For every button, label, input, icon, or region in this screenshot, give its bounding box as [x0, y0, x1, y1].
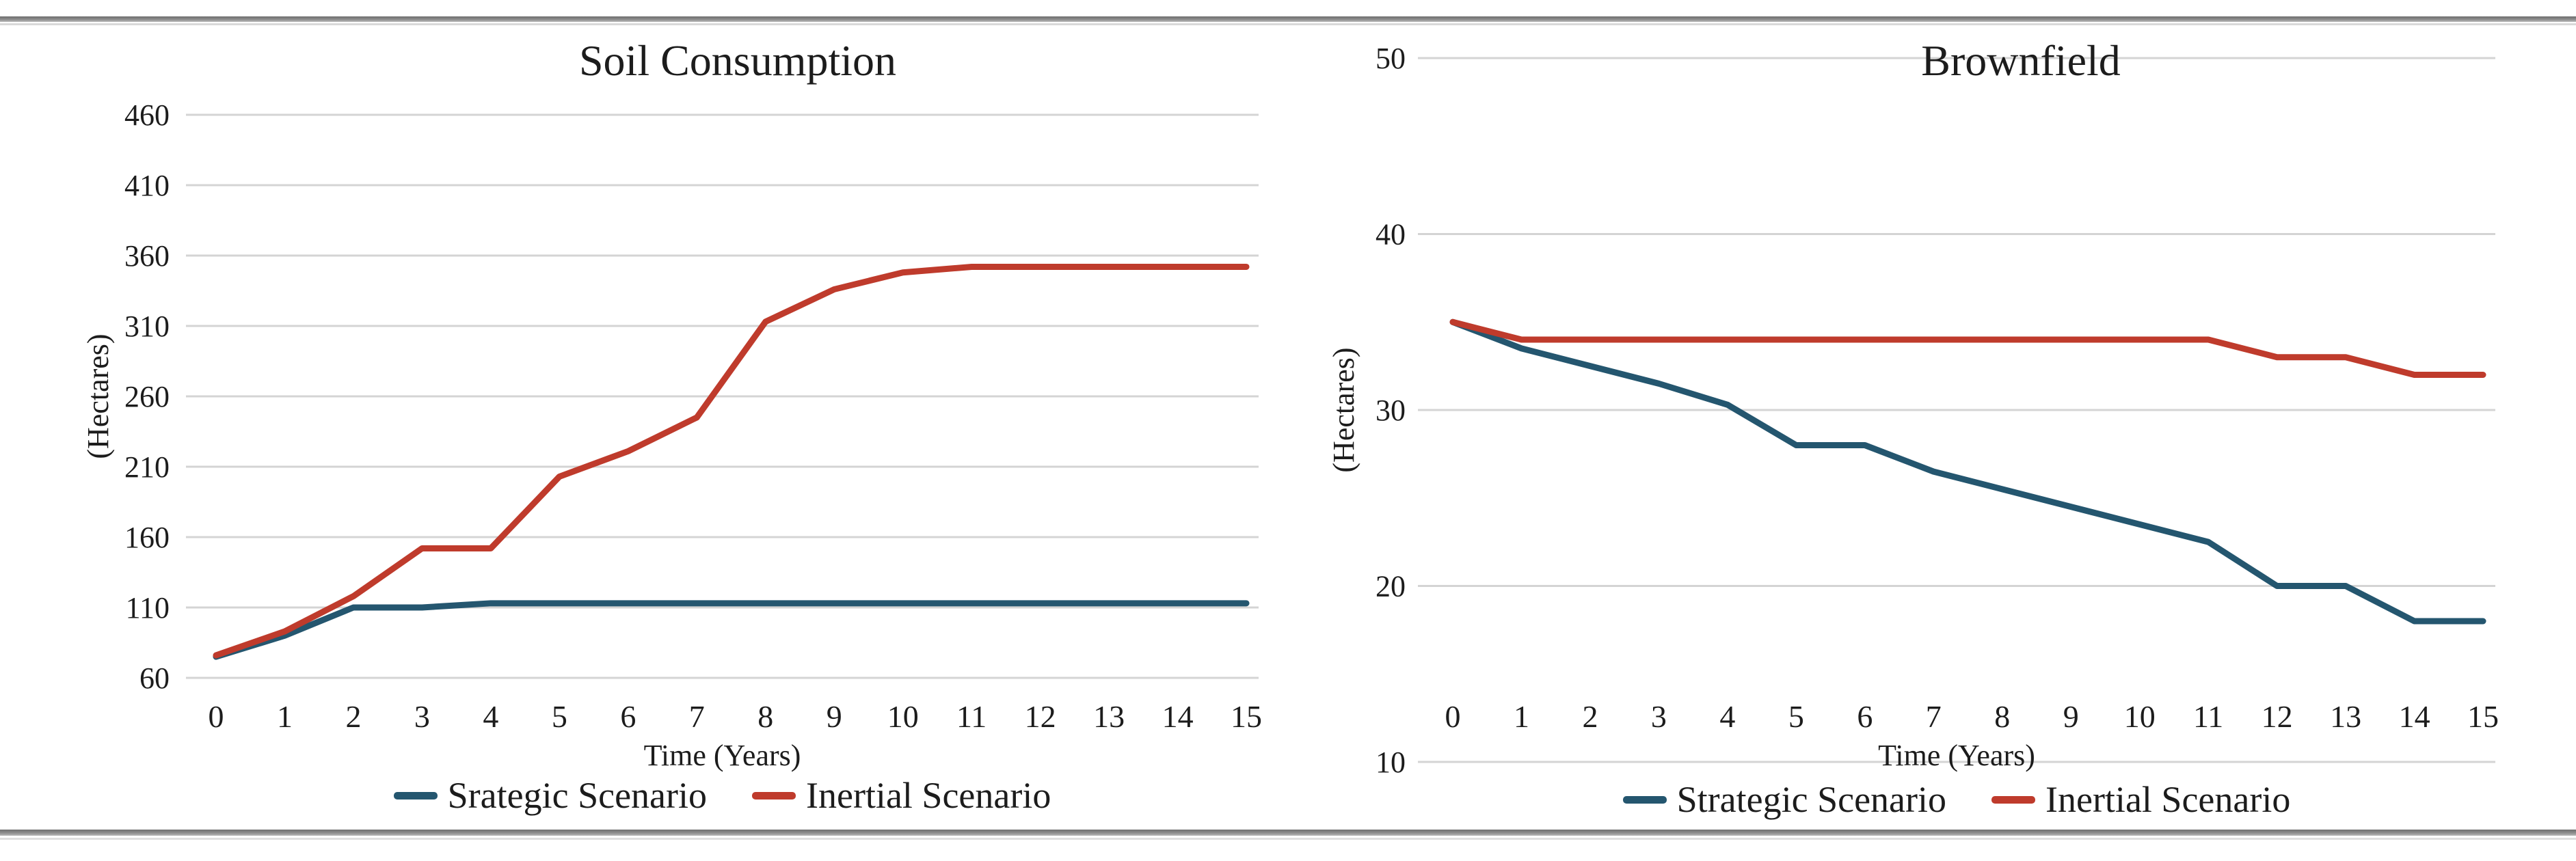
- x-axis-tick-label: 12: [1025, 699, 1056, 734]
- x-axis-tick-label: 6: [620, 699, 636, 734]
- top-divider-rule-highlight: [0, 23, 2576, 25]
- x-axis-tick-label: 2: [1582, 699, 1598, 734]
- x-axis-tick-label: 0: [1445, 699, 1461, 734]
- x-axis-tick-label: 2: [345, 699, 361, 734]
- legend-label-inertial: Inertial Scenario: [806, 775, 1051, 816]
- x-axis-tick-label: 5: [552, 699, 567, 734]
- y-axis-tick-label: 460: [124, 98, 170, 132]
- legend-soil-consumption: Srategic Scenario Inertial Scenario: [186, 771, 1259, 820]
- x-axis-tick-label: 14: [2399, 699, 2430, 734]
- bottom-divider-rule: [0, 830, 2576, 836]
- x-axis-tick-label: 8: [757, 699, 773, 734]
- top-divider-rule: [0, 16, 2576, 22]
- chart-title: Soil Consumption: [579, 36, 896, 85]
- y-axis-tick-label: 40: [1376, 218, 1406, 251]
- x-axis-tick-label: 9: [2063, 699, 2079, 734]
- legend-brownfield: Strategic Scenario Inertial Scenario: [1418, 775, 2495, 824]
- y-axis-tick-label: 410: [124, 169, 170, 202]
- y-axis-tick-label: 20: [1376, 570, 1406, 603]
- inertial-series-marker-icon: [752, 791, 796, 800]
- x-axis-tick-label: 11: [2193, 699, 2223, 734]
- x-axis-title: Time (Years): [644, 739, 801, 772]
- y-axis-tick-label: 310: [124, 310, 170, 343]
- x-axis-tick-label: 14: [1162, 699, 1194, 734]
- x-axis-tick-label: 15: [1231, 699, 1262, 734]
- x-axis-tick-label: 13: [2330, 699, 2361, 734]
- x-axis-tick-label: 0: [209, 699, 224, 734]
- y-axis-title: (Hectares): [81, 333, 115, 459]
- legend-item-inertial: Inertial Scenario: [752, 777, 1051, 814]
- x-axis-tick-label: 1: [1514, 699, 1529, 734]
- series-line-srategic-scenario: [213, 600, 1250, 660]
- x-axis-tick-label: 6: [1857, 699, 1873, 734]
- legend-label-inertial: Inertial Scenario: [2045, 779, 2291, 820]
- chart-panel-brownfield: 50 40 30 20 10 0 1 2 3 4 5 6 7 8 9 10 11 12 13 14 15 Time (Ye…: [1288, 0, 2576, 861]
- x-axis-tick-label: 7: [1926, 699, 1942, 734]
- series-line-inertial-scenario: [213, 263, 1250, 659]
- legend-item-inertial: Inertial Scenario: [1991, 781, 2290, 818]
- x-axis-tick-label: 12: [2262, 699, 2293, 734]
- y-axis-tick-label: 10: [1376, 746, 1406, 779]
- legend-item-strategic: Srategic Scenario: [393, 775, 707, 816]
- y-axis-tick-label: 50: [1376, 42, 1406, 75]
- x-axis-tick-label: 7: [689, 699, 705, 734]
- x-axis-tick-label: 1: [277, 699, 293, 734]
- y-axis-title: (Hectares): [1327, 347, 1360, 472]
- x-axis-tick-label: 3: [414, 699, 430, 734]
- x-axis-tick-label: 15: [2467, 699, 2499, 734]
- series-line-strategic-scenario: [1449, 318, 2486, 625]
- chart-title: Brownfield: [1921, 36, 2121, 85]
- x-axis-tick-label: 4: [483, 699, 498, 734]
- x-axis-tick-label: 3: [1651, 699, 1667, 734]
- x-axis-tick-label: 4: [1719, 699, 1735, 734]
- strategic-series-marker-icon: [393, 791, 438, 800]
- x-axis-title: Time (Years): [1878, 739, 2035, 772]
- x-axis-tick-label: 9: [827, 699, 842, 734]
- chart-panel-soil-consumption: 460 410 360 310 260 210 160 110 60 0 1 2 3 4 5 6 7 8 9 10 11…: [81, 36, 1262, 820]
- y-axis-tick-label: 160: [124, 521, 170, 554]
- x-axis-tick-label: 13: [1093, 699, 1125, 734]
- y-axis-tick-label: 210: [124, 450, 170, 484]
- inertial-series-marker-icon: [1991, 795, 2035, 804]
- x-axis-tick-label: 5: [1788, 699, 1804, 734]
- legend-label-strategic: Srategic Scenario: [447, 775, 707, 816]
- series-line-inertial-scenario: [1449, 318, 2486, 378]
- strategic-series-marker-icon: [1622, 795, 1667, 804]
- x-axis-tick-label: 11: [956, 699, 987, 734]
- y-axis-tick-label: 60: [139, 661, 170, 695]
- y-axis-tick-label: 110: [126, 591, 170, 625]
- x-axis-tick-label: 10: [887, 699, 919, 734]
- x-axis-tick-label: 8: [1994, 699, 2010, 734]
- y-axis-tick-label: 260: [124, 380, 170, 413]
- x-axis-tick-label: 10: [2124, 699, 2156, 734]
- y-axis-tick-label: 360: [124, 239, 170, 273]
- legend-item-strategic: Strategic Scenario: [1622, 779, 1946, 820]
- y-axis-tick-label: 30: [1376, 394, 1406, 427]
- bottom-divider-rule-highlight: [0, 838, 2576, 840]
- legend-label-strategic: Strategic Scenario: [1676, 779, 1946, 820]
